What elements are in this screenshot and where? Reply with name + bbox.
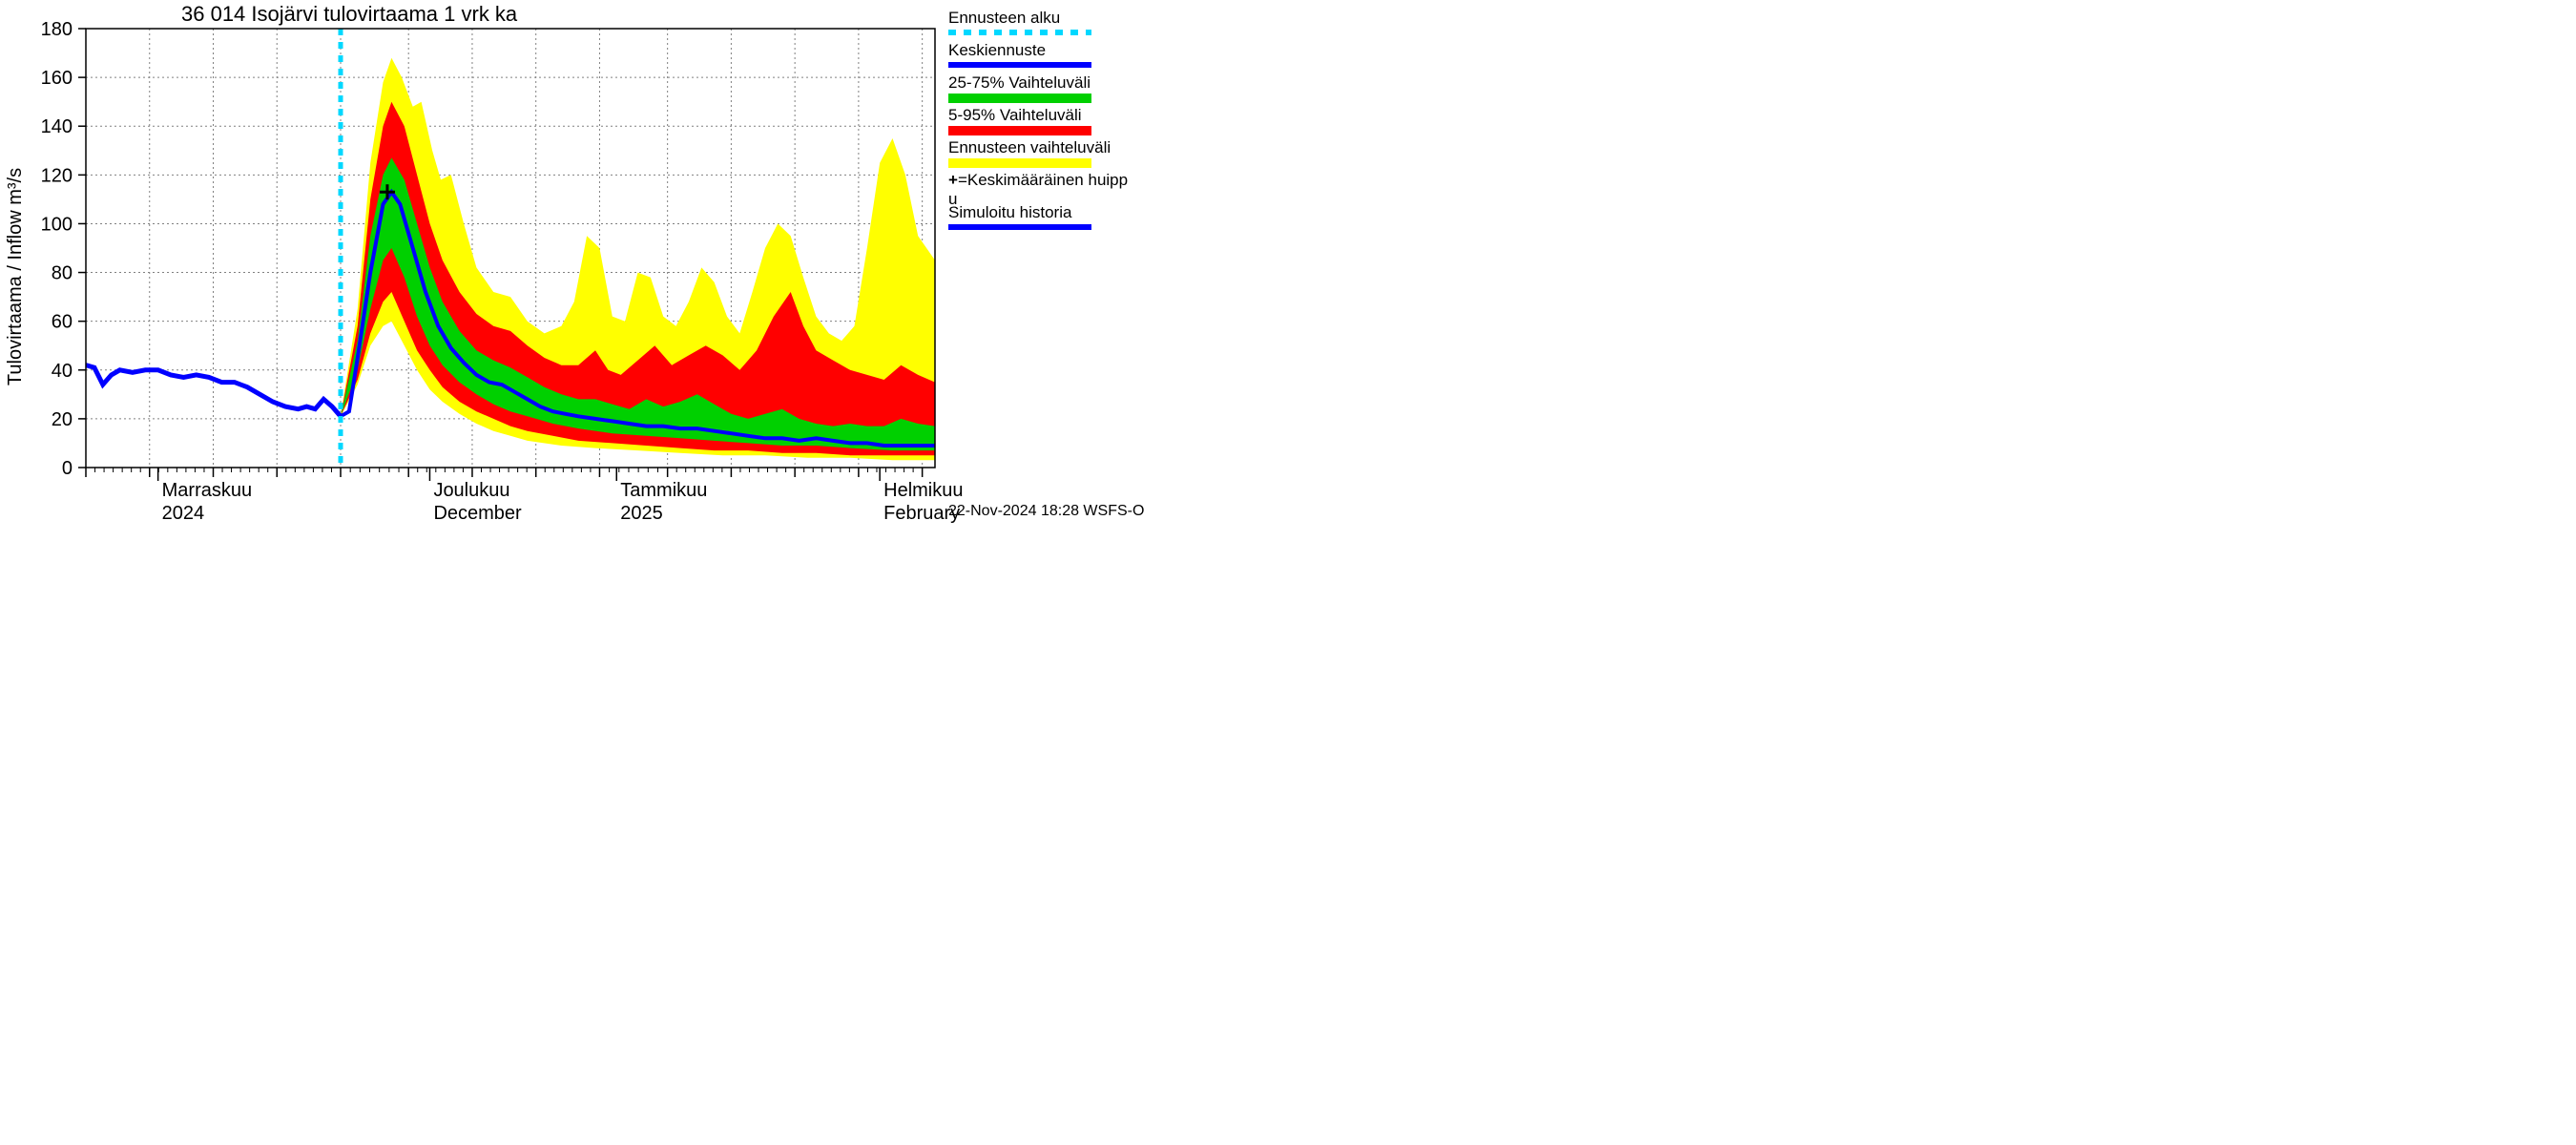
chart-container: 0 20 40 60 80 100 120 140 160 180 36 014 Isojärvi … xyxy=(0,0,1288,572)
month-label-fi: Joulukuu xyxy=(433,480,509,501)
footer-timestamp: 22-Nov-2024 18:28 WSFS-O xyxy=(948,503,1144,519)
legend-item-label: 5-95% Vaihteluväli xyxy=(948,106,1082,124)
legend-item-label: Simuloitu historia xyxy=(948,203,1072,221)
legend-swatch xyxy=(948,158,1091,168)
legend-item-label: Ennusteen vaihteluväli xyxy=(948,138,1111,156)
month-label-fi: Tammikuu xyxy=(620,480,707,501)
legend-item-label: Ennusteen alku xyxy=(948,9,1060,27)
svg-text:140: 140 xyxy=(41,116,73,137)
month-label-en: 2024 xyxy=(162,503,205,524)
chart-title: 36 014 Isojärvi tulovirtaama 1 vrk ka xyxy=(181,2,518,26)
svg-text:60: 60 xyxy=(52,312,73,333)
svg-text:120: 120 xyxy=(41,165,73,186)
month-label-en: 2025 xyxy=(620,503,663,524)
svg-text:40: 40 xyxy=(52,361,73,382)
svg-text:160: 160 xyxy=(41,68,73,89)
chart-svg: 0 20 40 60 80 100 120 140 160 180 36 014 Isojärvi … xyxy=(0,0,1288,572)
svg-text:100: 100 xyxy=(41,214,73,235)
svg-text:80: 80 xyxy=(52,263,73,284)
legend-swatch xyxy=(948,126,1091,135)
svg-text:180: 180 xyxy=(41,19,73,40)
month-label-en: December xyxy=(433,503,522,524)
svg-text:20: 20 xyxy=(52,409,73,430)
legend-item-label: 25-75% Vaihteluväli xyxy=(948,73,1091,92)
month-label-fi: Marraskuu xyxy=(162,480,252,501)
y-axis-label: Tulovirtaama / Inflow m³/s xyxy=(5,168,26,385)
month-label-fi: Helmikuu xyxy=(883,480,963,501)
legend-item-label: Keskiennuste xyxy=(948,41,1046,59)
legend-swatch xyxy=(948,94,1091,103)
svg-text:0: 0 xyxy=(62,458,73,479)
legend-item-label: +=Keskimääräinen huipp xyxy=(948,171,1128,189)
